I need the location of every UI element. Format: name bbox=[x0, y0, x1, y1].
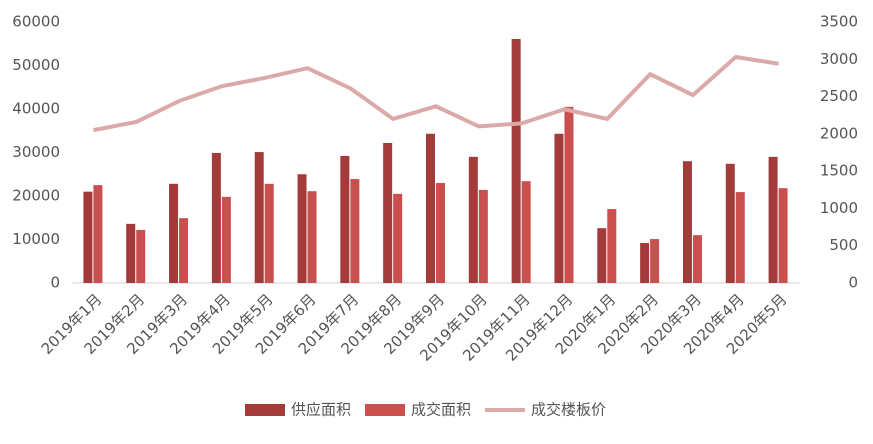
y2-tick-label: 2500 bbox=[820, 87, 858, 105]
bar bbox=[307, 191, 317, 283]
bar bbox=[221, 196, 231, 283]
y2-tick-label: 3000 bbox=[820, 50, 858, 68]
bar bbox=[426, 133, 435, 283]
y-tick-label: 40000 bbox=[12, 100, 60, 118]
legend-label: 供应面积 bbox=[291, 401, 351, 419]
y2-tick-label: 1000 bbox=[820, 199, 858, 217]
y2-tick-label: 2000 bbox=[820, 124, 858, 142]
bar bbox=[179, 218, 189, 283]
bar bbox=[778, 188, 788, 283]
bar bbox=[136, 229, 146, 283]
bar bbox=[93, 185, 103, 283]
y2-tick-label: 1500 bbox=[820, 162, 858, 180]
bar bbox=[254, 152, 264, 283]
bar bbox=[468, 156, 478, 283]
y2-tick-label: 500 bbox=[829, 236, 858, 254]
bar bbox=[521, 181, 531, 283]
y-tick-label: 50000 bbox=[12, 56, 60, 74]
bar bbox=[264, 183, 274, 283]
bar bbox=[297, 174, 307, 283]
y2-tick-label: 0 bbox=[848, 274, 858, 292]
bar bbox=[83, 191, 93, 283]
bar bbox=[597, 228, 607, 283]
y-tick-label: 30000 bbox=[12, 143, 60, 161]
bar bbox=[393, 193, 403, 283]
bar bbox=[768, 156, 778, 283]
bar bbox=[169, 183, 179, 283]
y-tick-label: 60000 bbox=[12, 13, 60, 31]
bar bbox=[478, 189, 488, 283]
bar bbox=[383, 142, 393, 283]
bar bbox=[436, 182, 445, 283]
bar bbox=[564, 106, 574, 283]
bar bbox=[650, 239, 660, 283]
bar bbox=[607, 209, 617, 283]
legend-swatch bbox=[245, 404, 285, 416]
legend-label: 成交楼板价 bbox=[531, 401, 606, 419]
bar bbox=[692, 235, 702, 283]
y2-tick-label: 3500 bbox=[820, 13, 858, 31]
bar bbox=[350, 179, 360, 283]
legend-label: 成交面积 bbox=[411, 401, 471, 419]
bar bbox=[682, 161, 692, 283]
y-tick-label: 20000 bbox=[12, 187, 60, 205]
bar bbox=[211, 152, 221, 283]
bar bbox=[640, 242, 650, 283]
bar bbox=[554, 133, 564, 283]
bar bbox=[340, 155, 350, 283]
bar bbox=[126, 223, 136, 283]
bar bbox=[735, 192, 745, 283]
y-tick-label: 10000 bbox=[12, 230, 60, 248]
y-tick-label: 0 bbox=[50, 274, 60, 292]
bar bbox=[725, 163, 735, 283]
bar bbox=[511, 38, 521, 284]
line bbox=[93, 54, 779, 133]
legend-swatch bbox=[365, 404, 406, 416]
